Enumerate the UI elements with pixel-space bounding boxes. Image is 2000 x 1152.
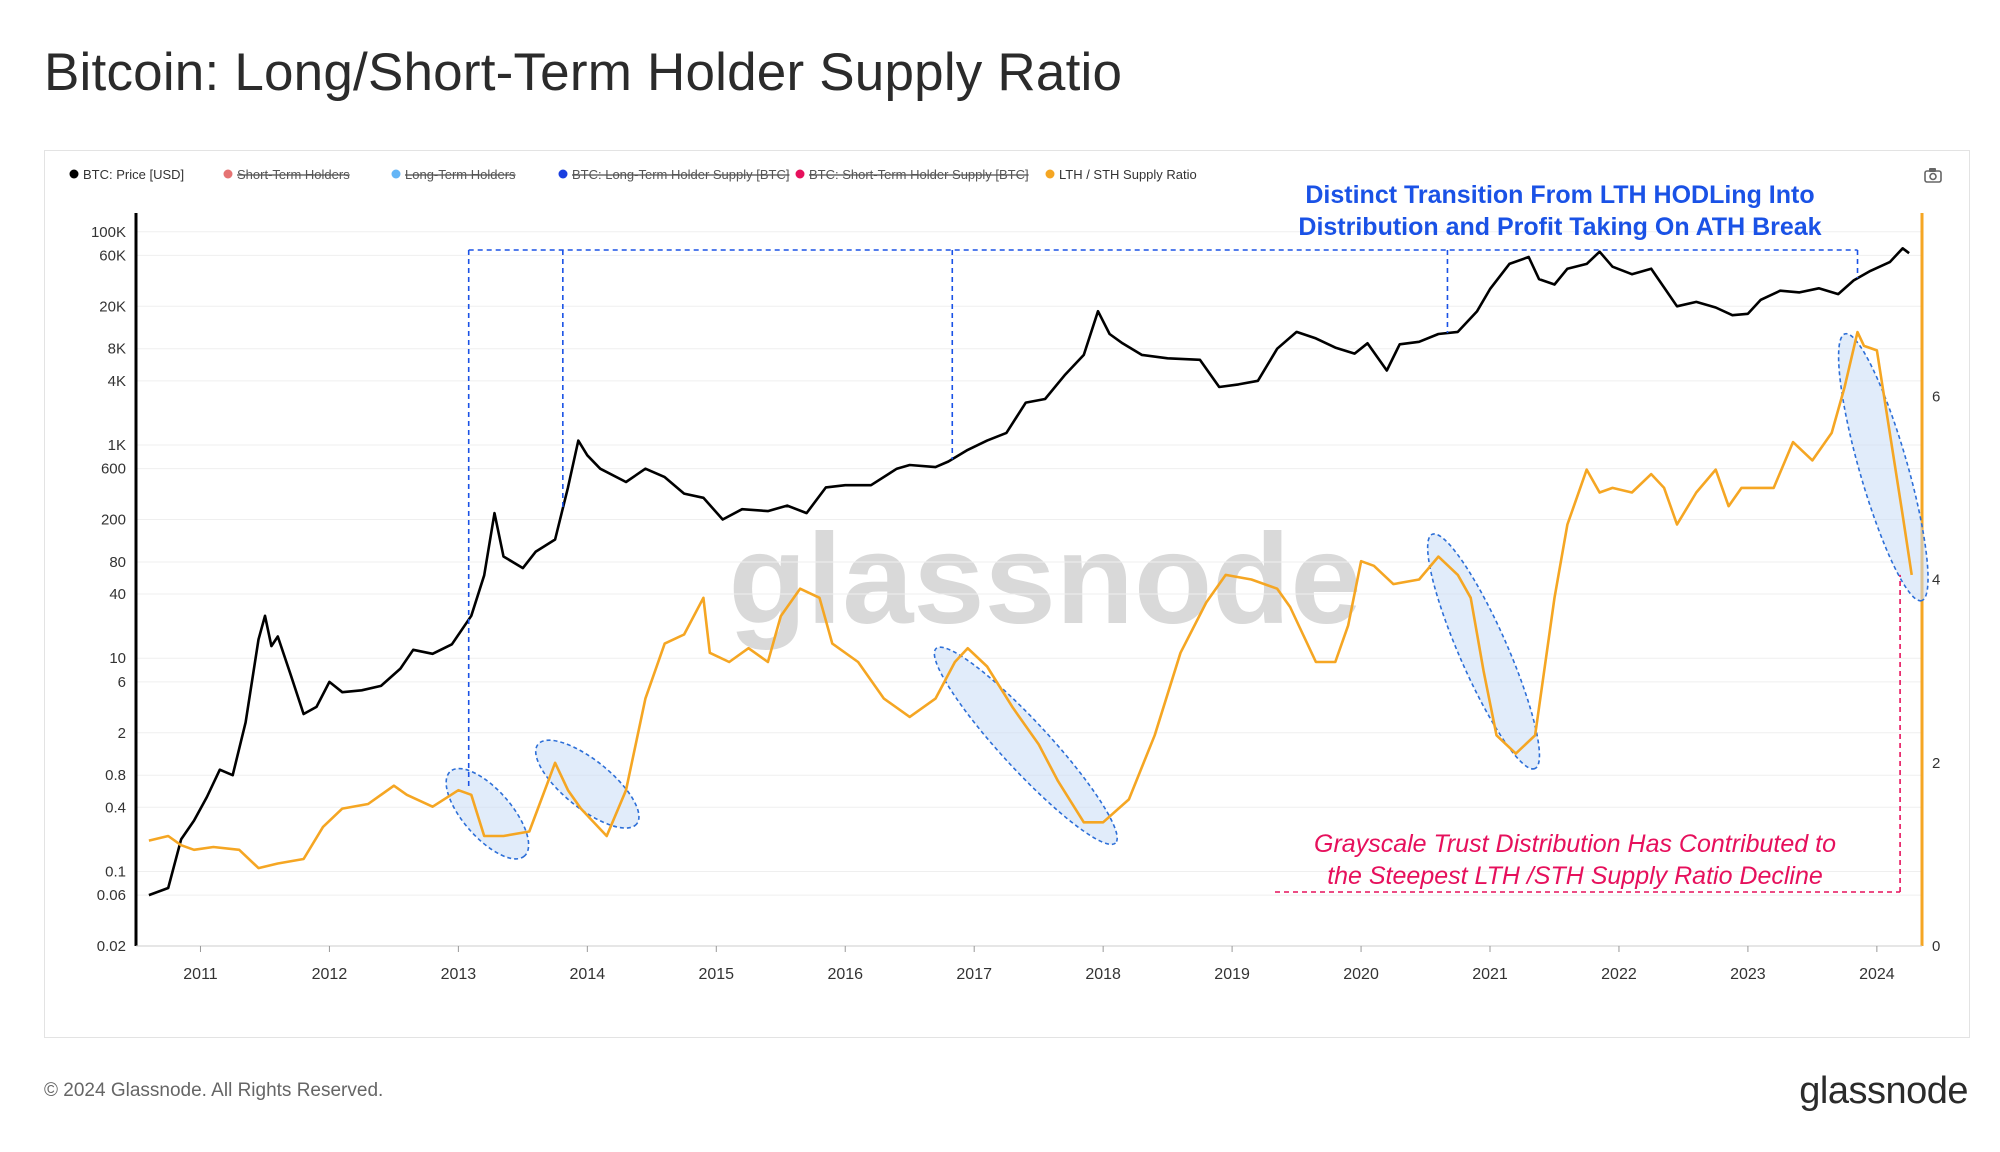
y-right-tick-label: 2 [1932,755,1940,772]
x-axis: 2011 2012 2013 2014 2015 2016 2017 2018 2019 2020… [136,945,1922,983]
y-left-tick-label: 600 [101,461,126,478]
legend-swatch [558,169,568,179]
legend-label: BTC: Price [USD] [83,167,184,182]
legend-label: Long-Term Holders [405,167,516,182]
y-left-tick-label: 0.1 [105,863,126,880]
y-left-tick-label: 0.06 [97,887,126,904]
x-tick-label: 2023 [1730,966,1766,983]
ratio-line [148,330,1913,870]
y-left-tick-label: 60K [99,247,126,264]
x-tick-label: 2012 [312,966,348,983]
legend-swatch [69,169,79,179]
legend-swatch [223,169,233,179]
annotation-pink-line-1: the Steepest LTH /STH Supply Ratio Decli… [1327,862,1823,890]
y-left-tick-label: 10 [109,650,126,667]
x-tick-label: 2011 [183,966,218,983]
y-right-tick-label: 6 [1932,388,1940,405]
legend-item-3: BTC: Long-Term Holder Supply [BTC] [558,167,789,182]
legend-item-1: Short-Term Holders [223,167,350,182]
price-line [148,247,1910,897]
x-tick-label: 2024 [1859,966,1895,983]
annotation-blue-line-0: Distinct Transition From LTH HODLing Int… [1305,181,1814,209]
legend-swatch [795,169,805,179]
distribution-ellipse [1426,533,1541,770]
chart-svg[interactable]: BTC: Price [USD] Short-Term Holders Long-T… [45,151,1969,1037]
y-left-tick-label: 100K [91,224,126,241]
x-tick-label: 2013 [441,966,477,983]
legend-swatch [391,169,401,179]
chart-panel: BTC: Price [USD] Short-Term Holders Long-T… [44,150,1970,1038]
legend-swatch [1045,169,1055,179]
y-left-tick-label: 80 [109,554,126,571]
y-left-tick-label: 8K [108,341,126,358]
y-left-tick-label: 0.8 [105,767,126,784]
page-title: Bitcoin: Long/Short-Term Holder Supply R… [44,43,1123,102]
legend-item-4: BTC: Short-Term Holder Supply [BTC] [795,167,1029,182]
legend-item-5: LTH / STH Supply Ratio [1045,167,1197,182]
legend-label: BTC: Short-Term Holder Supply [BTC] [809,167,1029,182]
x-tick-label: 2021 [1472,966,1508,983]
y-left-tick-label: 6 [118,674,126,691]
x-tick-label: 2022 [1601,966,1637,983]
legend-item-0: BTC: Price [USD] [69,167,184,182]
x-tick-label: 2018 [1085,966,1121,983]
distribution-ellipse [445,767,530,860]
annotation-blue-line-1: Distribution and Profit Taking On ATH Br… [1298,213,1821,241]
distribution-ellipse [1837,332,1929,602]
y-left-tick-label: 0.4 [105,799,126,816]
y-left-tick-label: 0.02 [97,938,126,955]
y-left-tick-label: 20K [99,298,126,315]
x-tick-label: 2017 [956,966,992,983]
legend-label: LTH / STH Supply Ratio [1059,167,1197,182]
distribution-ellipse [933,646,1119,846]
watermark: glassnode [728,508,1361,651]
y-axis-left: 100K 60K 20K 8K 4K 1K 600 200 80 40 10 6 2 0.8 0.4 0.1 0… [91,213,138,955]
legend-label: Short-Term Holders [237,167,350,182]
y-left-tick-label: 4K [108,373,126,390]
y-right-tick-label: 0 [1932,938,1940,955]
x-tick-label: 2015 [698,966,734,983]
chart-legend: BTC: Price [USD] Short-Term Holders Long-T… [69,167,1197,182]
annotation-pink-line-0: Grayscale Trust Distribution Has Contrib… [1314,830,1836,858]
camera-icon[interactable] [1924,168,1942,183]
copyright: © 2024 Glassnode. All Rights Reserved. [44,1080,384,1101]
y-right-tick-label: 4 [1932,572,1940,589]
y-left-tick-label: 40 [109,586,126,603]
legend-label: BTC: Long-Term Holder Supply [BTC] [572,167,789,182]
brand-logo[interactable]: glassnode [1799,1070,1968,1112]
legend-item-2: Long-Term Holders [391,167,516,182]
y-left-tick-label: 200 [101,512,126,529]
annotations: Distinct Transition From LTH HODLing Int… [467,181,1901,893]
y-left-tick-label: 1K [108,437,126,454]
x-tick-label: 2014 [570,966,606,983]
distribution-ellipse [534,739,640,829]
x-tick-label: 2016 [827,966,863,983]
series-lines [148,247,1913,897]
x-tick-label: 2019 [1214,966,1250,983]
y-left-tick-label: 2 [118,725,126,742]
x-tick-label: 2020 [1343,966,1379,983]
